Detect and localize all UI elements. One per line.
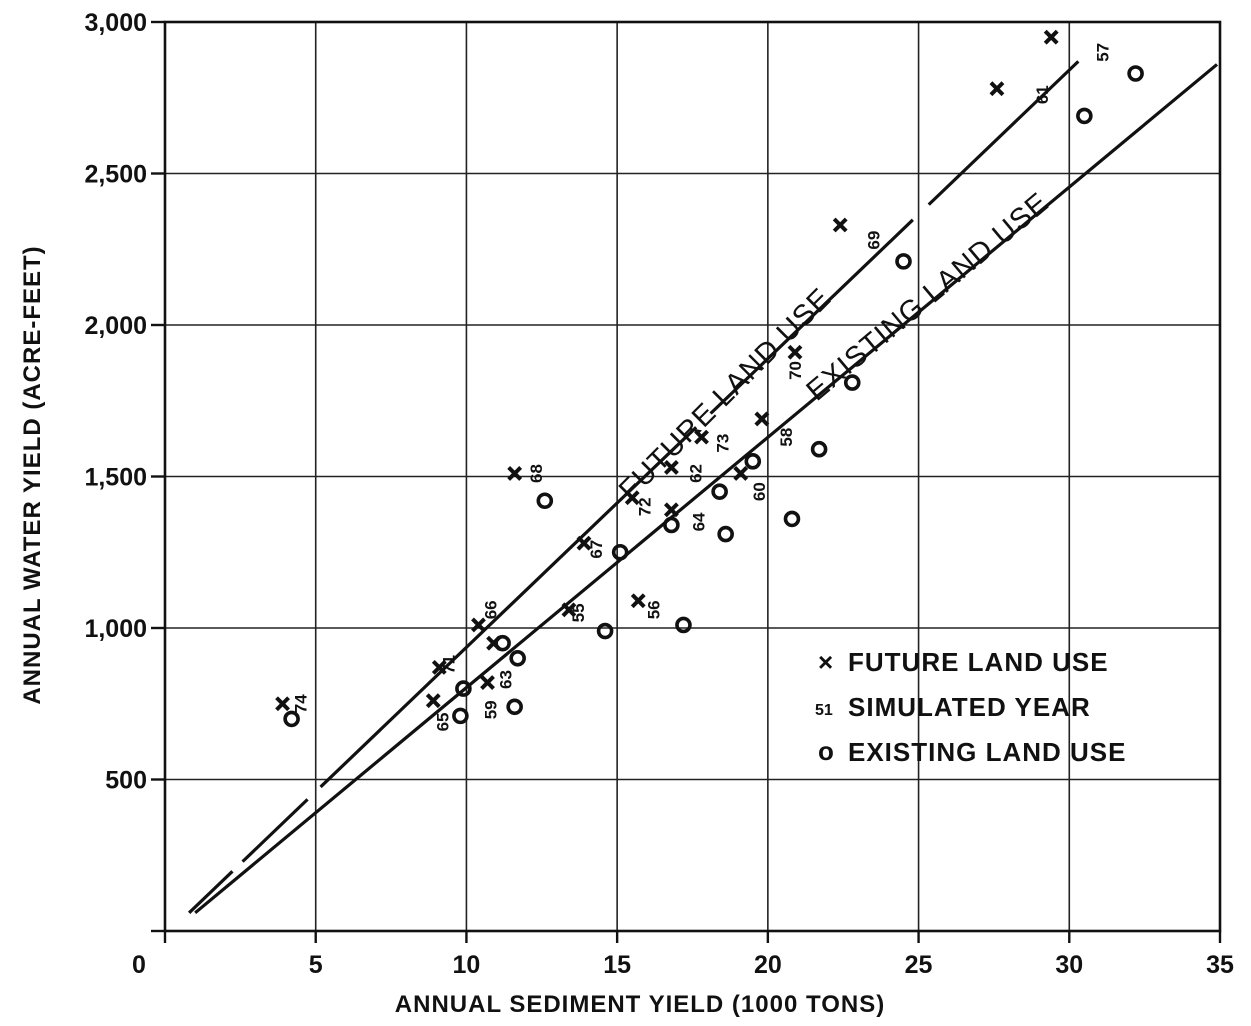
year-label: 65	[433, 712, 452, 731]
existing-point-circle-marker	[596, 622, 614, 640]
existing-point-circle-marker	[783, 510, 801, 528]
x-tick-label: 5	[309, 951, 323, 979]
y-tick-label: 2,000	[84, 312, 147, 340]
year-label: 68	[527, 464, 546, 483]
legend-item-future: × FUTURE LAND USE	[818, 647, 1109, 677]
future-point-x-marker	[694, 429, 709, 445]
x-tick-labels: 0 5 10 15 20 25 30 35	[132, 951, 1234, 979]
x-tick-label: 30	[1055, 951, 1083, 979]
existing-point-circle-marker	[1076, 107, 1093, 125]
year-label: 71	[439, 655, 458, 674]
year-label: 62	[687, 464, 706, 483]
existing-point-circle-marker	[611, 543, 629, 561]
legend: × FUTURE LAND USE 51 SIMULATED YEAR o EX…	[815, 647, 1126, 767]
existing-point-circle-marker	[1127, 65, 1144, 82]
legend-label-existing: EXISTING LAND USE	[848, 737, 1126, 767]
year-label: 57	[1093, 43, 1112, 62]
year-label: 70	[786, 361, 805, 380]
future-point-x-marker	[576, 535, 592, 551]
existing-point-circle-marker	[744, 453, 762, 470]
year-label: 64	[690, 512, 709, 531]
future-point-x-marker	[663, 459, 679, 475]
future-point-x-marker	[832, 217, 848, 233]
y-tick-label: 3,000	[84, 9, 147, 37]
x-tick-label: 25	[905, 951, 933, 979]
future-point-x-marker	[733, 466, 749, 481]
legend-year-marker: 51	[815, 702, 833, 719]
existing-point-circle-marker	[494, 634, 511, 652]
year-label: 59	[482, 700, 501, 719]
existing-point-circle-marker	[675, 616, 692, 634]
future-point-x-marker	[471, 617, 486, 633]
existing-point-circle-marker	[810, 440, 828, 458]
future-point-x-marker	[630, 593, 646, 609]
year-label: 66	[482, 600, 501, 619]
fit-line-future-land-use	[188, 60, 1080, 914]
future-point-x-marker	[787, 344, 803, 360]
y-tick-label: 2,500	[84, 161, 147, 189]
year-label: 63	[497, 670, 516, 689]
existing-point-circle-marker	[717, 525, 734, 543]
x-tick-label: 0	[132, 951, 146, 979]
future-point-x-marker	[561, 602, 577, 618]
y-tick-label: 500	[105, 767, 147, 795]
future-point-x-marker	[480, 675, 495, 690]
line-label: EXISTING LAND USE	[801, 186, 1056, 407]
future-point-x-marker	[663, 502, 679, 518]
x-tick-label: 35	[1206, 951, 1234, 979]
y-tick-labels: 500 1,000 1,500 2,000 2,500 3,000	[84, 9, 147, 795]
data-points	[275, 29, 1144, 728]
year-label: 67	[587, 540, 606, 559]
year-label: 72	[635, 497, 654, 516]
year-label: 73	[714, 434, 733, 453]
future-point-x-marker	[1043, 29, 1059, 45]
fit-lines	[188, 60, 1219, 915]
year-label: 74	[292, 694, 311, 713]
future-point-x-marker	[624, 490, 640, 506]
plot-frame	[151, 20, 1222, 943]
year-label: 61	[1033, 85, 1052, 104]
x-tick-label: 15	[603, 951, 631, 979]
existing-point-circle-marker	[283, 710, 300, 728]
year-label: 56	[644, 600, 663, 619]
future-point-x-marker	[754, 411, 770, 427]
year-label: 58	[777, 428, 796, 447]
year-label: 55	[569, 603, 588, 622]
existing-point-circle-marker	[536, 492, 554, 510]
x-tick-label: 10	[453, 951, 481, 979]
legend-label-future: FUTURE LAND USE	[848, 647, 1109, 677]
x-tick-label: 20	[754, 951, 782, 979]
existing-point-circle-marker	[452, 707, 469, 725]
year-label: 69	[864, 231, 883, 250]
future-point-x-marker	[431, 659, 447, 675]
legend-label-year: SIMULATED YEAR	[848, 692, 1091, 722]
year-labels: 74 65 71 59 63 66 55 56 67 68 72 64 62 73 60 58 70 69 61 57	[292, 43, 1113, 732]
existing-point-circle-marker	[663, 516, 680, 534]
x-axis-title: ANNUAL SEDIMENT YIELD (1000 TONS)	[395, 991, 885, 1018]
future-point-x-marker	[425, 693, 441, 709]
legend-x-marker-icon: ×	[818, 647, 834, 677]
future-point-x-marker	[275, 696, 290, 712]
legend-item-existing: o EXISTING LAND USE	[818, 736, 1126, 767]
existing-point-circle-marker	[843, 374, 861, 391]
existing-point-circle-marker	[895, 253, 912, 270]
y-tick-label: 1,500	[84, 464, 147, 492]
legend-item-year: 51 SIMULATED YEAR	[815, 692, 1091, 722]
y-tick-label: 1,000	[84, 615, 147, 643]
legend-circle-marker-icon: o	[818, 736, 835, 766]
year-label: 60	[750, 482, 769, 501]
existing-point-circle-marker	[711, 483, 728, 500]
existing-point-circle-marker	[509, 649, 526, 667]
fit-line-existing-land-use	[194, 63, 1219, 915]
grid-lines	[165, 22, 1220, 931]
future-point-x-marker	[989, 81, 1005, 97]
existing-point-circle-marker	[455, 680, 472, 697]
existing-point-circle-marker	[506, 698, 523, 716]
y-axis-title: ANNUAL WATER YIELD (ACRE-FEET)	[19, 245, 46, 704]
future-point-x-marker	[507, 466, 523, 481]
